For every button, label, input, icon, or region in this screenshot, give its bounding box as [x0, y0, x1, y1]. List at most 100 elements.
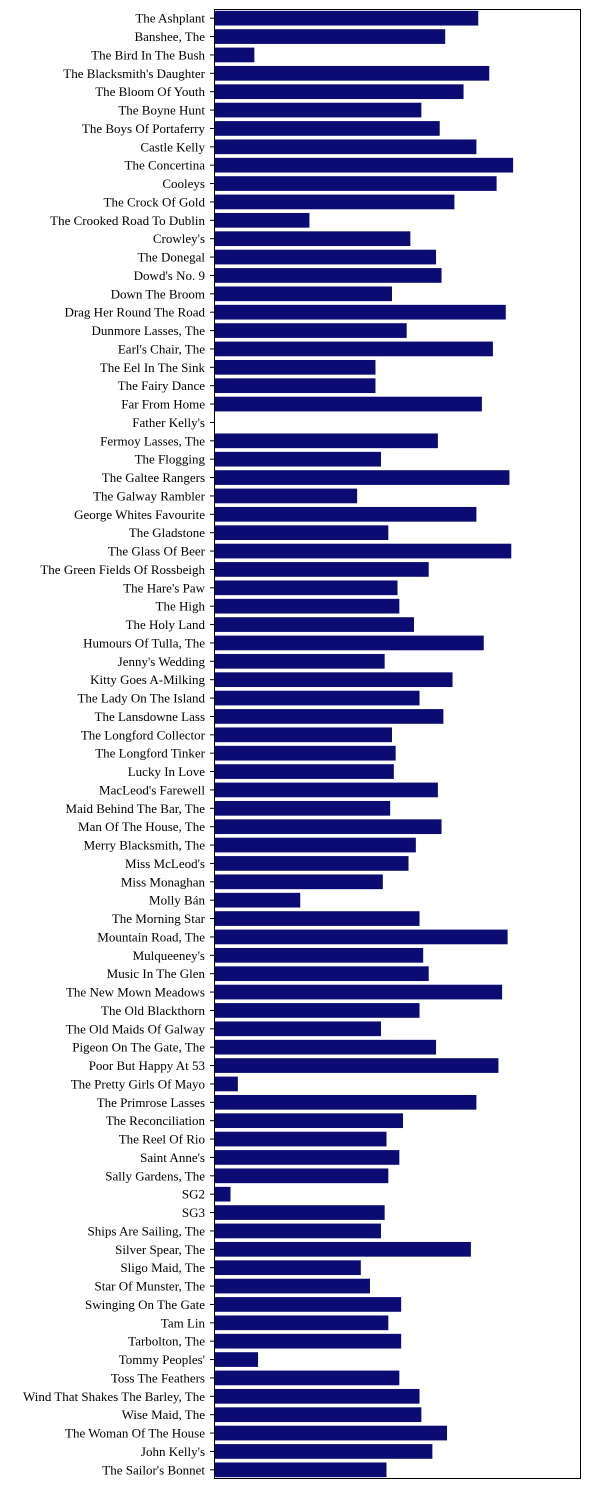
category-tick-label: The Hare's Paw [123, 580, 205, 595]
bar [214, 1425, 448, 1441]
category-tick-label: SG3 [182, 1205, 205, 1220]
category-tick-label: Saint Anne's [140, 1150, 205, 1165]
bar [214, 1388, 420, 1404]
category-tick-label: Jenny's Wedding [118, 654, 206, 669]
category-tick-label: The High [156, 599, 206, 614]
bar [214, 1150, 400, 1165]
category-tick-label: The Old Maids Of Galway [66, 1021, 206, 1036]
bar [214, 1094, 477, 1110]
bar [214, 231, 411, 247]
category-tick-label: Down The Broom [111, 286, 205, 301]
bar [214, 966, 429, 982]
category-tick-label: Silver Spear, The [115, 1242, 205, 1257]
bar [214, 1076, 238, 1092]
category-tick-label: Merry Blacksmith, The [84, 838, 206, 853]
category-tick-label: Mulqueeney's [133, 948, 205, 963]
bar [214, 506, 477, 522]
bar [214, 1297, 402, 1312]
bar [214, 1205, 385, 1220]
category-tick-label: The Gladstone [129, 525, 205, 540]
category-tick-label: The Reconciliation [106, 1113, 206, 1128]
bar [214, 194, 455, 210]
category-tick-label: Tam Lin [161, 1315, 206, 1330]
bar [214, 635, 484, 651]
category-tick-label: Castle Kelly [140, 139, 205, 154]
category-tick-label: The Lansdowne Lass [95, 709, 205, 724]
category-tick-label: The Morning Star [112, 911, 206, 926]
bar [214, 782, 438, 798]
bar [214, 157, 514, 173]
category-tick-label: Wind That Shakes The Barley, The [23, 1389, 205, 1404]
category-tick-label: MacLeod's Farewell [99, 782, 205, 797]
category-tick-label: Far From Home [121, 397, 205, 412]
category-tick-label: The Woman Of The House [65, 1426, 205, 1441]
category-tick-label: The Primrose Lasses [97, 1095, 205, 1110]
category-tick-label: George Whites Favourite [74, 507, 205, 522]
bar [214, 341, 493, 357]
category-tick-label: Banshee, The [134, 29, 205, 44]
bar [214, 1223, 381, 1239]
bar [214, 727, 392, 743]
category-tick-label: The Lady On The Island [77, 691, 205, 706]
category-tick-label: The Concertina [125, 158, 206, 173]
bar [214, 1333, 402, 1349]
bar [214, 1370, 400, 1386]
bar [214, 139, 477, 155]
bar [214, 1260, 361, 1276]
category-tick-label: The Old Blackthorn [101, 1003, 205, 1018]
category-tick-label: Man Of The House, The [78, 819, 205, 834]
category-tick-label: Sligo Maid, The [120, 1260, 205, 1275]
category-tick-label: Lucky In Love [128, 764, 205, 779]
category-tick-label: The Eel In The Sink [100, 360, 206, 375]
bar [214, 84, 464, 100]
category-tick-label: The Pretty Girls Of Mayo [71, 1076, 205, 1091]
category-tick-label: The Longford Tinker [95, 746, 205, 761]
category-tick-label: The Blacksmith's Daughter [63, 66, 205, 81]
bar [214, 1241, 471, 1257]
bar [214, 488, 358, 504]
bar [214, 543, 512, 559]
bar [214, 525, 389, 541]
category-tick-label: Fermoy Lasses, The [100, 433, 205, 448]
bar [214, 47, 255, 63]
category-tick-label: Cooleys [162, 176, 205, 191]
bar [214, 323, 407, 338]
category-tick-label: Dunmore Lasses, The [92, 323, 206, 338]
bar [214, 1315, 389, 1331]
category-tick-label: Tommy Peoples' [119, 1352, 205, 1367]
category-tick-label: Miss McLeod's [125, 856, 205, 871]
bar [214, 1278, 370, 1294]
category-tick-label: SG2 [182, 1187, 205, 1202]
bar [214, 837, 416, 853]
bar [214, 451, 381, 467]
bar [214, 1021, 381, 1037]
category-tick-label: The Bird In The Bush [91, 47, 205, 62]
bar [214, 764, 394, 779]
bar [214, 470, 510, 485]
category-tick-label: Molly Bán [149, 893, 205, 908]
category-tick-label: The Glass Of Beer [108, 544, 206, 559]
category-tick-label: Swinging On The Gate [85, 1297, 205, 1312]
bar [214, 1444, 433, 1459]
bar [214, 856, 409, 871]
bar [214, 580, 398, 596]
bar [214, 653, 385, 669]
category-tick-label: Toss The Feathers [111, 1370, 205, 1385]
bar [214, 617, 415, 632]
bar [214, 304, 506, 320]
bar [214, 268, 442, 283]
category-tick-label: Pigeon On The Gate, The [72, 1040, 205, 1055]
bar [214, 10, 479, 26]
category-tick-label: The Boyne Hunt [118, 103, 205, 118]
bar [214, 1113, 404, 1129]
bar [214, 102, 422, 118]
bar [214, 800, 391, 816]
bar [214, 29, 446, 44]
bar [214, 176, 497, 191]
category-tick-label: The Galway Rambler [93, 488, 206, 503]
category-tick-label: The Fairy Dance [118, 378, 206, 393]
bar [214, 212, 310, 228]
bar [214, 562, 429, 577]
category-labels-group: The Ashplant Banshee, The The Bird In The … [23, 11, 214, 1477]
